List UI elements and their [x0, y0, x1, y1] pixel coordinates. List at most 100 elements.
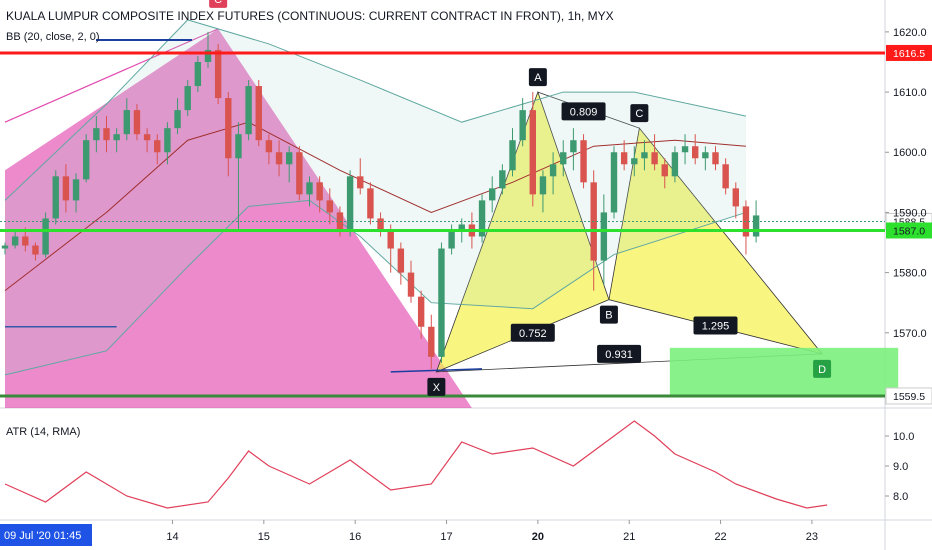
candle-body	[458, 224, 465, 231]
candle-body	[265, 140, 273, 153]
candle-body	[22, 236, 29, 246]
price-axis-bg	[885, 0, 932, 550]
candle-body	[428, 326, 435, 357]
ratio-box	[597, 344, 642, 363]
candle-body	[438, 248, 445, 357]
price-tag-label: 1616.5	[893, 48, 925, 60]
candle-body	[83, 140, 90, 180]
candle-body	[214, 49, 222, 99]
x-marker-line	[390, 368, 483, 373]
ratio-label: 0.931	[605, 349, 633, 361]
price-tick-label: 1590.0	[893, 207, 927, 219]
candle-body	[286, 152, 293, 165]
point-b-text: B	[605, 310, 612, 322]
ratio-box	[693, 316, 738, 335]
candle-body	[448, 230, 455, 249]
time-tick-label: 16	[349, 531, 361, 543]
price-tick-label: 1580.0	[893, 268, 927, 280]
time-tick-label: 21	[623, 531, 635, 543]
time-tick-label: 15	[258, 531, 270, 543]
atr-indicator-label[interactable]: ATR (14, RMA)	[6, 426, 80, 438]
candle-body	[184, 86, 191, 111]
crosshair-date-label: 09 Jul '20 01:45	[4, 530, 81, 542]
candle-body	[641, 152, 648, 159]
candle-body	[1, 245, 9, 249]
candle-body	[600, 212, 608, 261]
candle-body	[72, 179, 80, 201]
candle-body	[164, 128, 171, 153]
candle-body	[692, 146, 699, 159]
candle-body	[235, 134, 242, 159]
point-x-text: X	[433, 382, 441, 394]
candle-body	[357, 176, 364, 189]
ratio-label: 0.809	[570, 106, 598, 118]
candle-body	[681, 146, 689, 153]
ratio-box	[510, 323, 555, 342]
price-tag-label: 1559.5	[893, 391, 925, 403]
candle-body	[225, 98, 232, 159]
candle-body	[296, 152, 303, 195]
price-tag-box	[886, 222, 932, 239]
candle-body	[732, 188, 739, 207]
point-x-box	[427, 377, 446, 396]
candle-body	[154, 140, 161, 153]
candle-body	[326, 200, 333, 213]
candle-body	[174, 110, 181, 129]
atr-layer	[4, 420, 828, 509]
candle-body	[509, 140, 516, 171]
time-tick-label: 22	[714, 531, 726, 543]
candle-body	[702, 152, 709, 159]
candle-body	[549, 164, 557, 177]
candle-body	[417, 296, 425, 327]
point-c-text: C	[635, 108, 643, 120]
horizontal-levels-layer	[0, 51, 885, 398]
candle-body	[377, 218, 384, 231]
candle-body	[620, 152, 628, 165]
candle-body	[367, 188, 374, 219]
candle-body	[478, 200, 486, 237]
bb-basis-line	[4, 121, 746, 292]
candle-body	[62, 176, 70, 201]
time-tick-label: 14	[166, 531, 178, 543]
price-tag-box	[886, 44, 932, 61]
candle-body	[93, 128, 100, 141]
candle-body	[631, 158, 638, 165]
point-c-box	[630, 104, 649, 123]
axes-layer: 1616.51588.51587.01559.51620.01610.01600…	[166, 27, 932, 543]
ratio-label: 0.752	[519, 328, 547, 340]
bb-indicator-label[interactable]: BB (20, close, 2, 0)	[6, 31, 100, 43]
candle-body	[11, 236, 19, 246]
candle-body	[560, 152, 567, 165]
candle-body	[316, 182, 323, 201]
point-d-text: D	[818, 364, 826, 376]
target-zone	[669, 347, 899, 396]
candle-body	[275, 152, 283, 165]
candle-body	[123, 110, 130, 135]
candle-body	[529, 110, 536, 195]
candles-layer	[1, 31, 760, 369]
candle-body	[103, 128, 110, 141]
point-a-box	[528, 68, 547, 87]
time-tick-label: 23	[806, 531, 818, 543]
price-tag-label: 1587.0	[893, 225, 925, 237]
prior-point-c-box	[209, 0, 228, 8]
candle-body	[387, 230, 394, 249]
candle-body	[722, 164, 729, 189]
candle-body	[143, 134, 151, 141]
atr-tick-label: 10.0	[893, 431, 914, 443]
candle-body	[255, 86, 262, 141]
price-tick-label: 1620.0	[893, 27, 927, 39]
candle-body	[204, 49, 212, 62]
time-tick-label: 17	[440, 531, 452, 543]
candle-body	[336, 212, 344, 231]
candle-body	[245, 86, 252, 135]
candle-body	[651, 152, 658, 165]
atr-tick-label: 8.0	[893, 491, 908, 503]
candle-body	[194, 61, 202, 87]
candle-body	[661, 164, 668, 177]
candle-body	[712, 152, 719, 165]
prior-pattern-edge	[4, 28, 219, 123]
candle-body	[499, 170, 506, 189]
